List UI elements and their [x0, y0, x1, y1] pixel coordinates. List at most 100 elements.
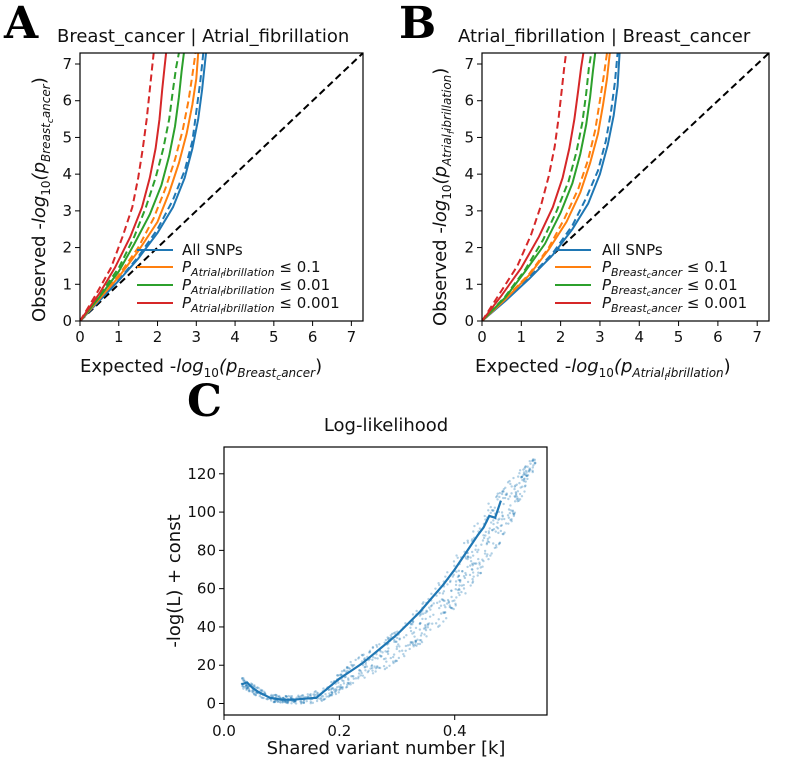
scatter-point	[290, 699, 294, 703]
scatter-point	[251, 685, 255, 688]
scatter-point	[501, 514, 504, 517]
scatter-point	[312, 693, 315, 696]
scatter-point	[293, 698, 297, 701]
scatter-point	[411, 621, 414, 624]
scatter-point	[491, 509, 495, 512]
scatter-point	[534, 461, 537, 465]
scatter-point	[346, 669, 349, 673]
scatter-point	[507, 497, 510, 501]
scatter-point	[245, 683, 249, 687]
scatter-point	[421, 606, 424, 610]
scatter-point	[300, 700, 303, 703]
scatter-point	[502, 487, 506, 491]
scatter-point	[513, 500, 517, 503]
scatter-point	[339, 683, 342, 687]
scatter-point	[453, 564, 456, 568]
scatter-point	[408, 647, 411, 651]
scatter-point	[404, 649, 407, 652]
scatter-point	[424, 625, 427, 628]
scatter-point	[375, 643, 378, 647]
scatter-point	[387, 642, 390, 645]
series-line	[80, 53, 197, 321]
scatter-point	[476, 567, 479, 570]
panel-b-plot: 0 1 2 3 4 5 6 7 0 1 2 3 4 5 6 7	[464, 53, 769, 346]
scatter-point	[293, 701, 296, 704]
scatter-point	[363, 657, 366, 660]
scatter-point	[323, 697, 327, 701]
scatter-point	[366, 670, 369, 674]
scatter-point	[333, 689, 336, 692]
scatter-point	[452, 560, 456, 563]
scatter-point	[424, 627, 427, 630]
legend-label: All SNPs	[602, 241, 663, 259]
scatter-point	[426, 626, 430, 629]
scatter-point	[437, 618, 440, 621]
scatter-point	[442, 585, 446, 588]
scatter-point	[481, 539, 485, 542]
scatter-point	[471, 562, 474, 566]
scatter-point	[254, 691, 258, 694]
scatter-point	[454, 602, 457, 606]
scatter-point	[455, 554, 458, 557]
scatter-point	[362, 653, 365, 656]
scatter-point	[283, 698, 286, 701]
scatter-point	[531, 459, 535, 462]
scatter-point	[430, 592, 433, 596]
scatter-point	[395, 647, 398, 651]
scatter-point	[307, 696, 310, 699]
scatter-point	[466, 556, 470, 559]
scatter-point	[388, 637, 391, 640]
series-line	[80, 53, 185, 321]
scatter-point	[443, 599, 446, 603]
scatter-point	[327, 688, 331, 691]
scatter-point	[395, 659, 399, 663]
scatter-point	[243, 685, 246, 689]
scatter-point	[449, 606, 453, 609]
scatter-point	[245, 684, 248, 687]
scatter-point	[318, 697, 321, 700]
y-tick-label: 6	[62, 92, 72, 110]
scatter-point	[320, 694, 323, 698]
y-tick-label: 0	[464, 312, 474, 330]
legend-entry-p0001: PBreastcancer ≤ 0.001	[555, 294, 747, 316]
scatter-point	[471, 538, 474, 541]
scatter-point	[411, 623, 414, 626]
series-line	[482, 53, 585, 321]
scatter-point	[382, 664, 386, 668]
scatter-point	[463, 576, 467, 580]
y-tick-label: 120	[187, 465, 216, 483]
scatter-point	[495, 546, 498, 549]
scatter-point	[450, 606, 453, 610]
scatter-point	[330, 684, 334, 687]
scatter-point	[349, 681, 352, 684]
scatter-point	[363, 658, 366, 661]
scatter-point	[259, 689, 262, 693]
y-tick-label: 60	[197, 580, 216, 598]
scatter-point	[375, 651, 378, 654]
scatter-point	[501, 496, 505, 500]
scatter-point	[316, 692, 320, 695]
scatter-point	[277, 695, 281, 699]
scatter-point	[492, 509, 495, 512]
scatter-point	[262, 696, 265, 700]
scatter-point	[429, 608, 432, 611]
scatter-point	[328, 692, 331, 695]
scatter-point	[496, 521, 499, 524]
scatter-point	[532, 458, 535, 461]
scatter-point	[274, 693, 277, 697]
scatter-point	[411, 640, 414, 644]
x-tick-label: 0.4	[443, 722, 467, 740]
scatter-point	[368, 657, 371, 661]
scatter-point	[330, 693, 334, 696]
scatter-point	[484, 534, 487, 537]
scatter-point	[335, 678, 339, 681]
panel-b: B Atrial_fibrillation | Breast_cancer 0 1…	[399, 0, 770, 383]
scatter-point	[241, 685, 245, 688]
scatter-point	[242, 678, 246, 682]
scatter-point	[469, 584, 472, 587]
scatter-point	[340, 670, 344, 673]
scatter-point	[491, 529, 494, 532]
scatter-point	[359, 674, 362, 677]
scatter-point	[278, 700, 281, 704]
